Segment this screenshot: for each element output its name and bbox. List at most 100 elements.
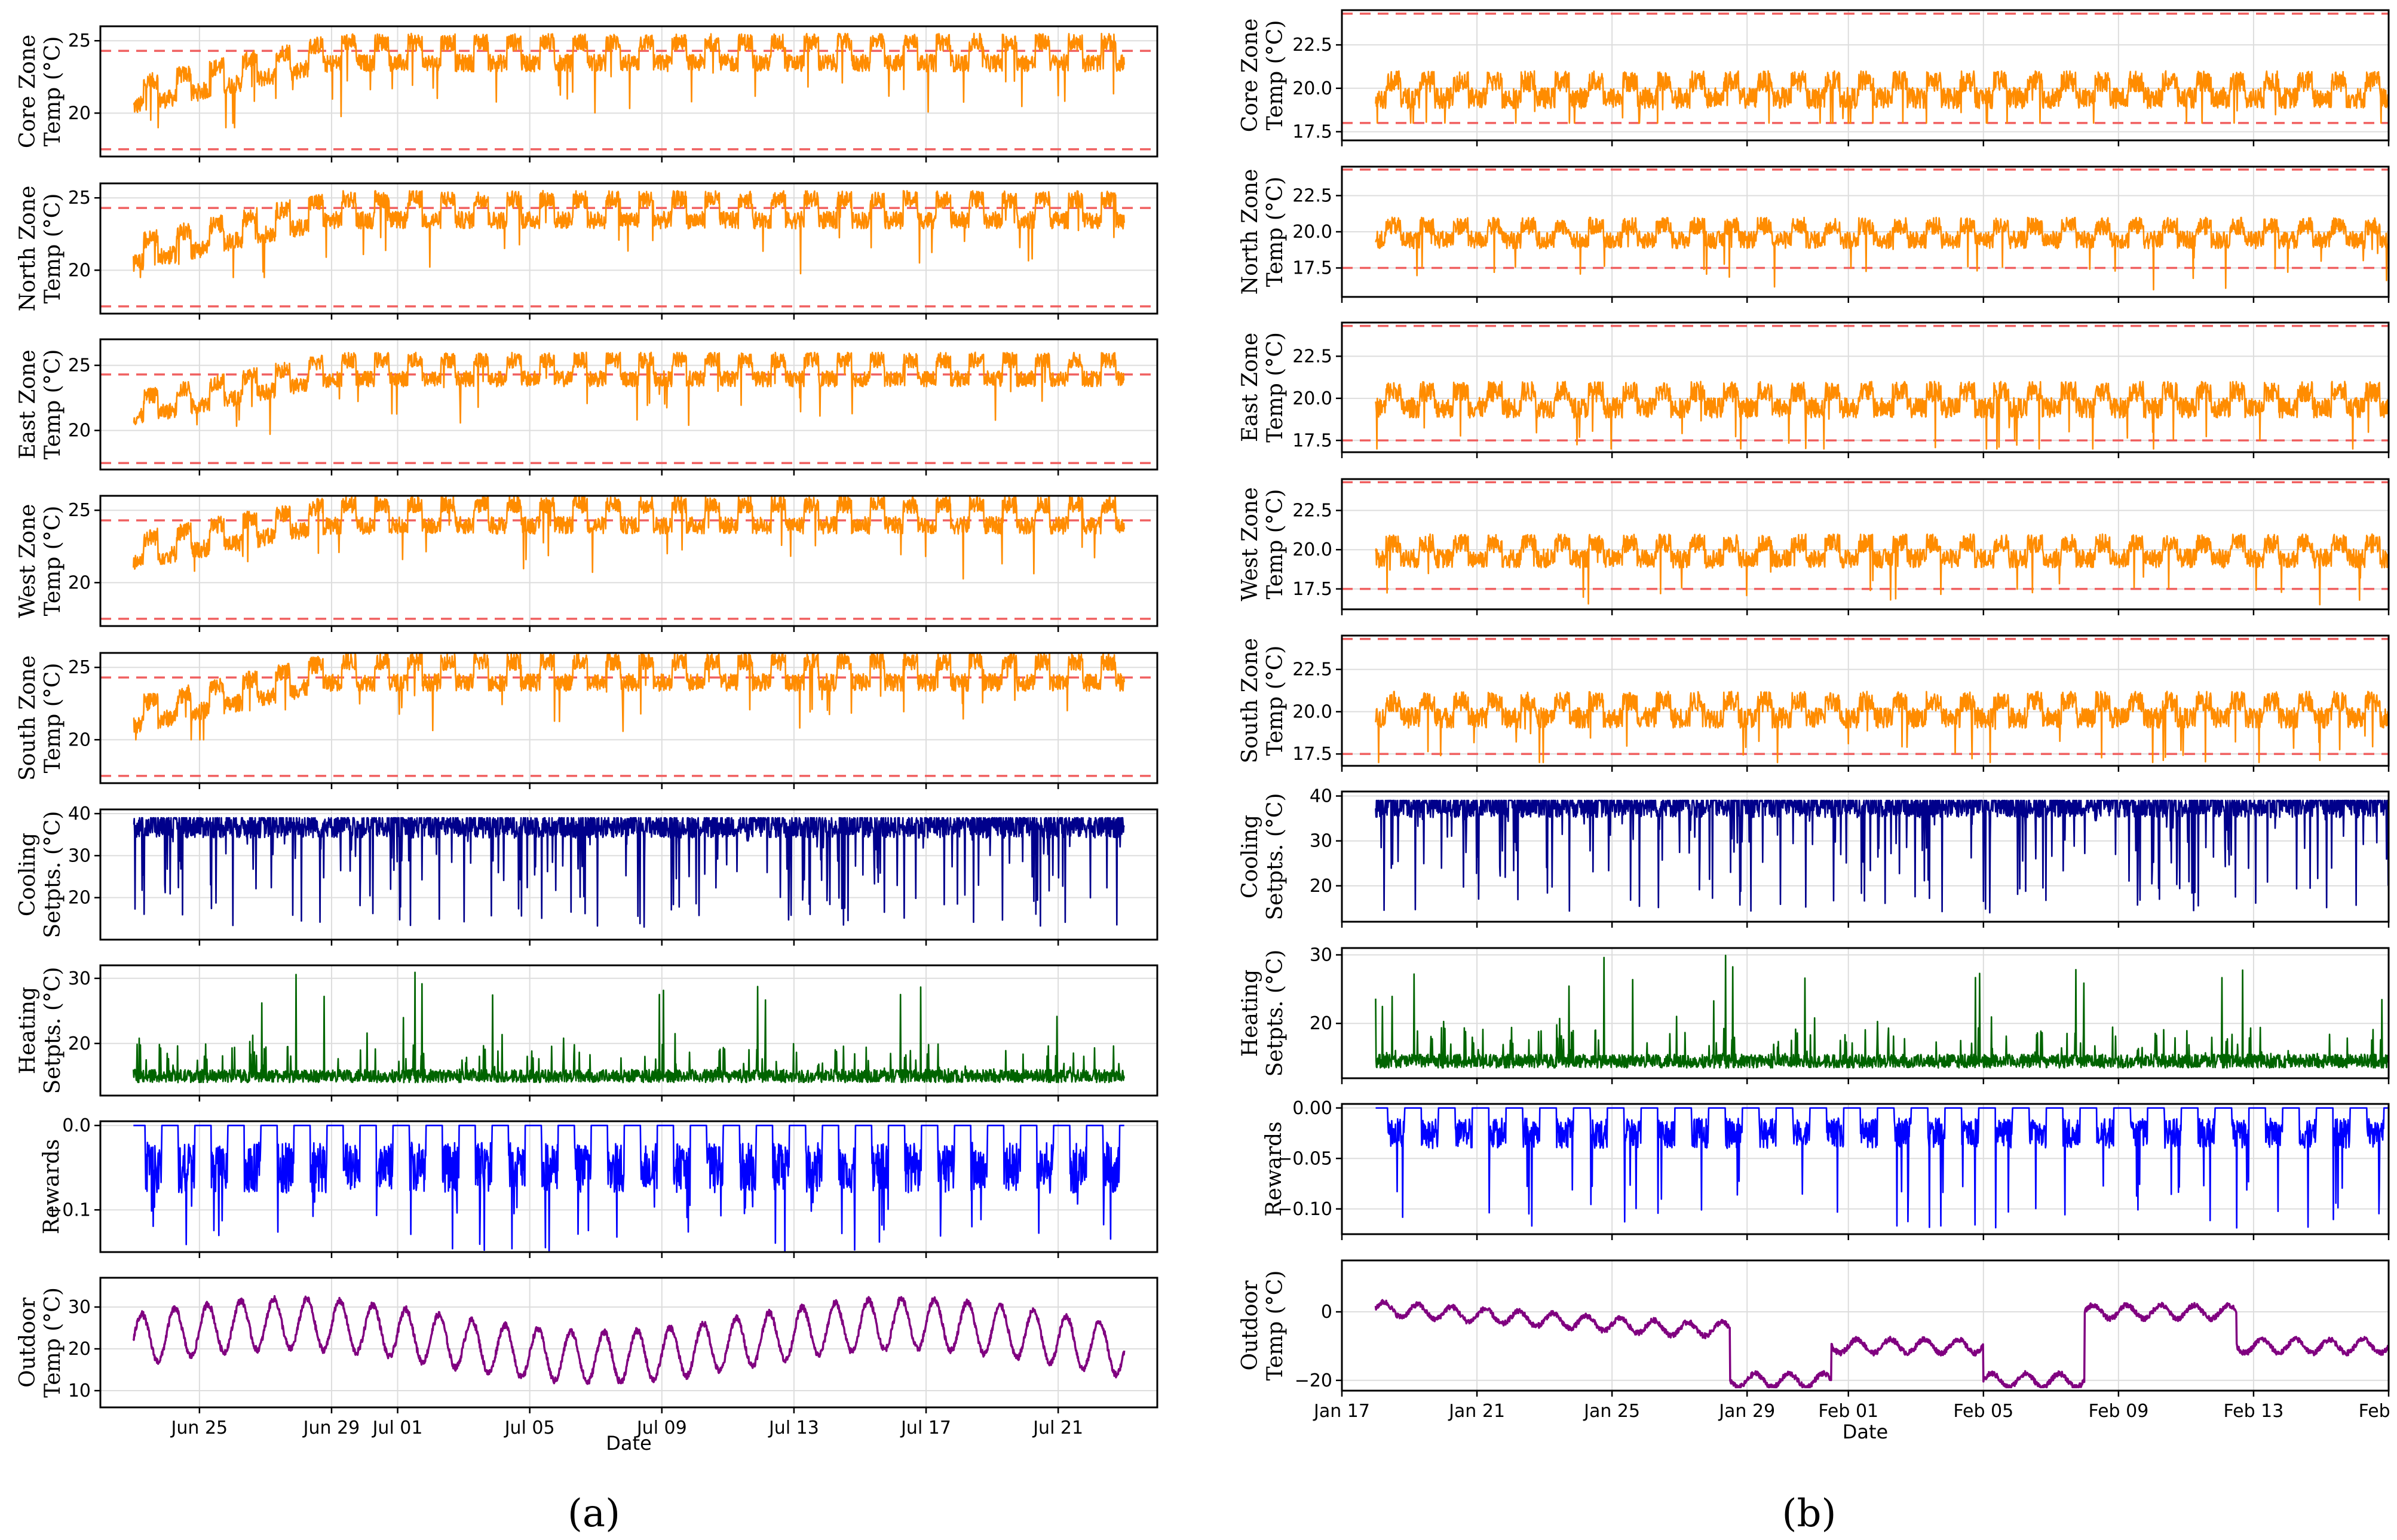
y-axis-label: Temp (°C) [1263,20,1288,131]
plot-frame [1341,1103,2390,1235]
y-axis-label: South Zone [1238,638,1262,763]
x-tick-label: Jul 01 [372,1418,423,1438]
x-axis-title: Date [606,1432,651,1455]
y-axis-label: North Zone [1238,169,1262,295]
y-tick-label: 10 [68,1381,91,1401]
y-axis-label: Temp (°C) [41,194,65,304]
y-tick-label: 30 [68,1297,91,1318]
series-line [133,351,1125,435]
x-tick-label: Jul 13 [768,1418,819,1438]
y-axis-label: Setpts. (°C) [41,811,65,938]
plot-frame [99,964,1158,1097]
y-tick-label: −0.05 [1277,1148,1332,1169]
y-axis-label: South Zone [16,655,40,781]
y-tick-label: 20 [1310,876,1332,897]
plot-frame [1341,9,2390,142]
subplot-8: 0 −20 Jan 17 Jan 21 Jan 25 Jan 29 Feb 01 Feb 05… [1238,1259,2397,1422]
series-line [1375,70,2390,124]
y-tick-label: 0.00 [1292,1098,1332,1119]
x-tick-label: Jan 21 [1448,1401,1505,1422]
y-axis-label: Outdoor [1238,1280,1262,1371]
x-tick-label: Feb 01 [1818,1401,1878,1422]
y-axis-label: Rewards [1262,1121,1286,1216]
plot-frame [1341,321,2390,453]
plot-frame [1341,1259,2390,1392]
y-tick-label: 17.5 [1292,258,1332,279]
plot-frame [99,25,1158,158]
y-tick-label: 22.5 [1292,501,1332,521]
y-tick-label: 30 [1310,944,1332,965]
panel-label-b: (b) [1782,1492,1837,1536]
plot-frame [99,1120,1158,1253]
y-tick-label: 40 [1310,786,1332,807]
y-tick-label: −0.10 [1277,1199,1332,1220]
series-line [133,817,1125,928]
series-line [133,495,1125,580]
y-axis-label: Core Zone [16,35,40,148]
y-tick-label: 20.0 [1292,701,1332,722]
x-tick-label: Jul 09 [636,1418,687,1438]
subplot-4: 20 25 South Zone Temp (°C) [16,652,1158,789]
y-axis-label: Temp (°C) [41,349,65,460]
series-line [133,1124,1125,1251]
plot-frame [99,652,1158,784]
series-line [133,971,1125,1084]
plot-frame [1341,634,2390,767]
y-tick-label: 17.5 [1292,744,1332,765]
plot-frame [99,495,1158,627]
subplot-0: 20 25 Core Zone Temp (°C) [16,25,1158,162]
y-tick-label: 22.5 [1292,185,1332,206]
x-axis-title: Date [1843,1421,1888,1443]
y-axis-label: Rewards [39,1139,64,1234]
y-axis-label: Core Zone [1238,19,1262,132]
subplot-1: 17.5 20.0 22.5 North Zone Temp (°C) [1238,165,2390,303]
y-tick-label: 20 [1310,1013,1332,1034]
subplot-5: 20 30 40 Cooling Setpts. (°C) [16,803,1158,946]
y-tick-label: 20 [68,421,91,441]
subplot-6: 20 30 Heating Setpts. (°C) [16,964,1158,1102]
y-axis-label: Cooling [16,833,40,916]
y-axis-label: East Zone [16,349,40,459]
y-tick-label: 20 [68,729,91,750]
plot-frame [99,1277,1158,1409]
y-tick-label: 20 [68,103,91,124]
x-tick-label: Feb 09 [2088,1401,2148,1422]
subplot-0: 17.5 20.0 22.5 Core Zone Temp (°C) [1238,9,2390,146]
series-line [1375,381,2390,450]
y-tick-label: 30 [68,968,91,989]
y-axis-label: Temp (°C) [1263,1271,1288,1381]
x-tick-label: Jul 05 [504,1418,555,1438]
panel-label-a: (a) [568,1492,620,1536]
y-tick-label: 22.5 [1292,35,1332,56]
series-line [1375,216,2390,291]
y-tick-label: 25 [68,355,91,376]
y-axis-label: Temp (°C) [41,1287,65,1398]
y-axis-label: Setpts. (°C) [1263,950,1288,1077]
series-line [1374,1299,2390,1389]
y-tick-label: 30 [68,845,91,866]
x-tick-label: Jul 17 [900,1418,951,1438]
y-axis-label: Temp (°C) [1263,489,1288,600]
y-axis-label: West Zone [16,504,40,618]
y-tick-label: 20 [68,1339,91,1360]
y-tick-label: 17.5 [1292,579,1332,600]
y-tick-label: 0 [1321,1302,1332,1323]
plot-frame [99,808,1158,941]
series-line [133,652,1125,741]
y-tick-label: −0.1 [47,1200,91,1220]
y-tick-label: −20 [1295,1370,1332,1391]
y-tick-label: 20.0 [1292,539,1332,560]
y-axis-label: Cooling [1238,815,1262,898]
x-tick-label: Feb 17 [2359,1401,2397,1422]
subplot-5: 20 30 40 Cooling Setpts. (°C) [1238,786,2390,928]
y-tick-label: 20.0 [1292,222,1332,243]
series-line [1375,1107,2389,1229]
subplot-2: 20 25 East Zone Temp (°C) [16,338,1158,476]
x-tick-label: Jan 17 [1313,1401,1370,1422]
series-line [1375,955,2390,1069]
plot-frame [1341,478,2390,611]
x-tick-label: Feb 13 [2224,1401,2284,1422]
